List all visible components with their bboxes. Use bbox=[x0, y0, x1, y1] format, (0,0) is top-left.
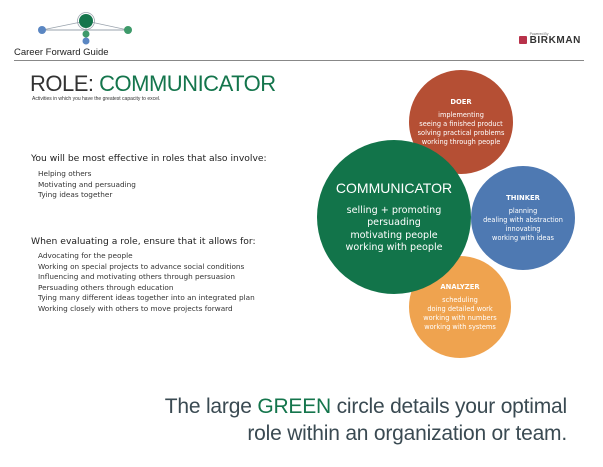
doer-item: implementing bbox=[438, 110, 484, 119]
list-item: Working on special projects to advance s… bbox=[38, 261, 245, 271]
thinker-item: innovating bbox=[505, 224, 541, 233]
footer-text: The large bbox=[164, 395, 258, 418]
list-item: Advocating for the people bbox=[38, 251, 133, 260]
analyzer-circle: ANALYZER scheduling doing detailed work … bbox=[409, 256, 511, 358]
effective-list: Helping others Motivating and persuading… bbox=[38, 169, 136, 201]
network-nodes-icon bbox=[38, 12, 132, 45]
communicator-title: COMMUNICATOR bbox=[335, 179, 453, 196]
footer-green-word: GREEN bbox=[257, 395, 331, 418]
list-item: Persuading others through education bbox=[38, 282, 174, 292]
list-item: Motivating and persuading bbox=[38, 179, 136, 189]
thinker-title: THINKER bbox=[506, 193, 540, 202]
communicator-circle: COMMUNICATOR selling + promoting persuad… bbox=[317, 140, 471, 294]
list-item: Tying many different ideas together into… bbox=[38, 293, 255, 303]
doer-item: seeing a finished product bbox=[419, 119, 503, 128]
analyzer-item: working with numbers bbox=[423, 313, 497, 322]
role-name: COMMUNICATOR bbox=[99, 71, 276, 96]
communicator-item: selling + promoting bbox=[346, 204, 442, 216]
list-item: Working closely with others to move proj… bbox=[38, 303, 233, 313]
footer-line-1: The large GREEN circle details your opti… bbox=[165, 393, 567, 420]
logo-name: BIRKMAN bbox=[529, 35, 581, 46]
doer-item: solving practical problems bbox=[417, 128, 505, 137]
analyzer-item: scheduling bbox=[442, 295, 478, 304]
thinker-item: dealing with abstraction bbox=[483, 215, 563, 224]
list-item: Influencing and motivating others throug… bbox=[38, 272, 235, 282]
footer-caption: The large GREEN circle details your opti… bbox=[165, 393, 567, 447]
page-title: ROLE: COMMUNICATOR bbox=[30, 72, 276, 96]
evaluating-list: Advocating for the people Working on spe… bbox=[38, 251, 255, 315]
logo-powered-by: Powered By bbox=[529, 32, 549, 36]
evaluating-heading: When evaluating a role, ensure that it a… bbox=[31, 236, 256, 247]
communicator-item: persuading bbox=[367, 217, 421, 228]
birkman-mark-icon bbox=[518, 36, 527, 44]
list-item: Tying ideas together bbox=[38, 190, 113, 200]
role-subtitle: Activities in which you have the greates… bbox=[32, 96, 161, 102]
analyzer-item: doing detailed work bbox=[427, 304, 493, 313]
analyzer-item: working with systems bbox=[424, 322, 496, 331]
birkman-logo: Powered By BIRKMAN bbox=[518, 32, 581, 46]
communicator-item: working with people bbox=[345, 242, 443, 253]
footer-line-2: role within an organization or team. bbox=[247, 422, 567, 445]
role-prefix: ROLE: bbox=[30, 71, 100, 96]
doer-title: DOER bbox=[450, 97, 472, 106]
guide-title: Career Forward Guide bbox=[14, 47, 109, 58]
doer-item: working through people bbox=[421, 137, 501, 146]
thinker-item: working with ideas bbox=[492, 233, 554, 242]
thinker-item: planning bbox=[508, 206, 538, 215]
effective-heading: You will be most effective in roles that… bbox=[31, 153, 267, 164]
footer-text: circle details your optimal bbox=[331, 395, 568, 418]
communicator-item: motivating people bbox=[350, 229, 438, 241]
thinker-circle: THINKER planning dealing with abstractio… bbox=[471, 166, 575, 270]
list-item: Helping others bbox=[38, 169, 92, 178]
header-divider bbox=[14, 60, 584, 61]
analyzer-title: ANALYZER bbox=[440, 282, 480, 291]
